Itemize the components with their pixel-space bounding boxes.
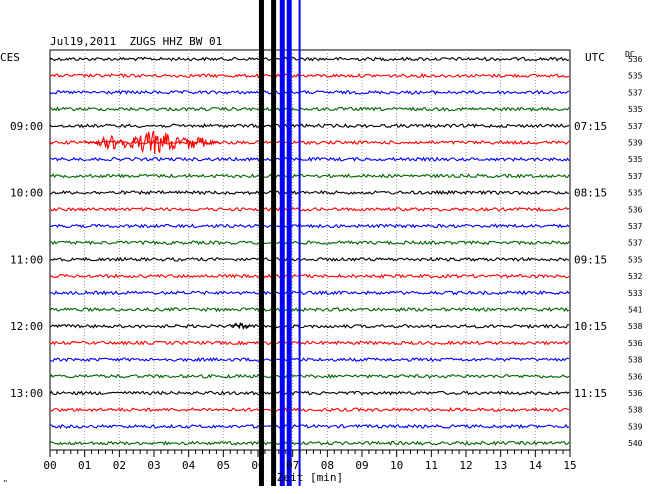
trace-left-time: 10:00	[10, 187, 43, 200]
trace-line	[49, 256, 570, 263]
x-tick-label: 15	[563, 459, 576, 472]
trace-dc-value: 535	[628, 105, 643, 114]
trace-dc-value: 536	[628, 55, 643, 64]
trace-dc-value: 532	[628, 272, 643, 281]
trace-dc-value: 537	[628, 88, 643, 97]
x-tick-label: 04	[182, 459, 196, 472]
trace-left-time: 13:00	[10, 387, 43, 400]
trace-dc-value: 533	[628, 289, 643, 298]
left-timezone-label: CES	[0, 51, 20, 64]
x-tick-label: 03	[147, 459, 160, 472]
trace-dc-value: 540	[628, 439, 643, 448]
trace-dc-value: 535	[628, 72, 643, 81]
trace-dc-value: 536	[628, 205, 643, 214]
x-tick-label: 11	[425, 459, 438, 472]
trace-line	[49, 323, 569, 329]
x-tick-label: 06	[251, 459, 264, 472]
x-tick-label: 08	[321, 459, 334, 472]
chart-grid	[49, 49, 571, 451]
trace-dc-value: 537	[628, 172, 643, 181]
seismic-event	[230, 321, 251, 331]
trace-dc-value: 536	[628, 339, 643, 348]
trace-line	[49, 139, 570, 146]
trace-line	[49, 240, 570, 246]
x-axis: 00 01 02 03 04 05 06 07 08 09 10 11 12 13 14 15	[43, 450, 577, 472]
x-tick-label: 00	[43, 459, 56, 472]
x-tick-label: 14	[529, 459, 543, 472]
seismic-event	[84, 130, 220, 154]
trace-line	[49, 72, 570, 79]
trace-right-time: 09:15	[574, 253, 607, 266]
x-tick-label: 09	[355, 459, 368, 472]
trace-line	[49, 56, 570, 62]
trace-line	[49, 273, 570, 279]
trace-dc-value: 541	[628, 306, 643, 315]
x-tick-label: 05	[217, 459, 230, 472]
trace-left-time: 11:00	[10, 253, 43, 266]
trace-right-time: 10:15	[574, 320, 607, 333]
trace-line	[49, 306, 570, 313]
trace-dc-value: 539	[628, 422, 643, 431]
x-tick-label: 10	[390, 459, 403, 472]
trace-dc-value: 535	[628, 255, 643, 264]
x-tick-label: 12	[459, 459, 472, 472]
trace-dc-value: 538	[628, 356, 643, 365]
trace-line	[49, 189, 569, 196]
trace-dc-value: 535	[628, 189, 643, 198]
event-layer	[84, 130, 251, 331]
trace-line	[49, 223, 570, 229]
trace-dc-value: 537	[628, 222, 643, 231]
trace-line	[50, 423, 570, 430]
trace-left-time: 09:00	[10, 120, 43, 133]
bottom-left-mark: "	[3, 479, 8, 488]
trace-dc-value: 537	[628, 239, 643, 248]
trace-line	[49, 123, 570, 129]
trace-dc-value: 539	[628, 139, 643, 148]
trace-right-time: 11:15	[574, 387, 607, 400]
chart-title: Jul19,2011 ZUGS HHZ BW 01	[50, 35, 222, 48]
trace-line	[49, 373, 570, 379]
trace-dc-value: 537	[628, 122, 643, 131]
trace-layer	[49, 56, 570, 446]
trace-labels-layer: 536 535 537 535 537 09:00 07:15 539 535 537 535 10:…	[10, 55, 643, 448]
right-timezone-label: UTC	[585, 51, 605, 64]
trace-line	[49, 173, 570, 179]
x-tick-label: 13	[494, 459, 507, 472]
x-tick-label: 07	[286, 459, 299, 472]
trace-line	[49, 340, 570, 346]
dc-column-label: DC	[625, 50, 635, 59]
trace-dc-value: 535	[628, 155, 643, 164]
trace-left-time: 12:00	[10, 320, 43, 333]
trace-line	[49, 390, 570, 396]
x-tick-label: 01	[78, 459, 91, 472]
trace-line	[49, 440, 570, 446]
x-tick-label: 02	[113, 459, 126, 472]
trace-line	[49, 89, 570, 95]
trace-right-time: 08:15	[574, 187, 607, 200]
trace-line	[49, 290, 570, 296]
trace-right-time: 07:15	[574, 120, 607, 133]
trace-line	[49, 106, 570, 112]
trace-dc-value: 536	[628, 389, 643, 398]
trace-line	[49, 206, 570, 212]
plot-frame	[49, 49, 571, 451]
trace-dc-value: 538	[628, 406, 643, 415]
x-axis-label: Zeit [min]	[277, 471, 343, 484]
trace-line	[49, 406, 570, 413]
strong-lines-layer	[258, 0, 301, 486]
trace-line	[49, 156, 570, 163]
trace-dc-value: 538	[628, 322, 643, 331]
trace-line	[49, 356, 570, 363]
trace-dc-value: 536	[628, 372, 643, 381]
